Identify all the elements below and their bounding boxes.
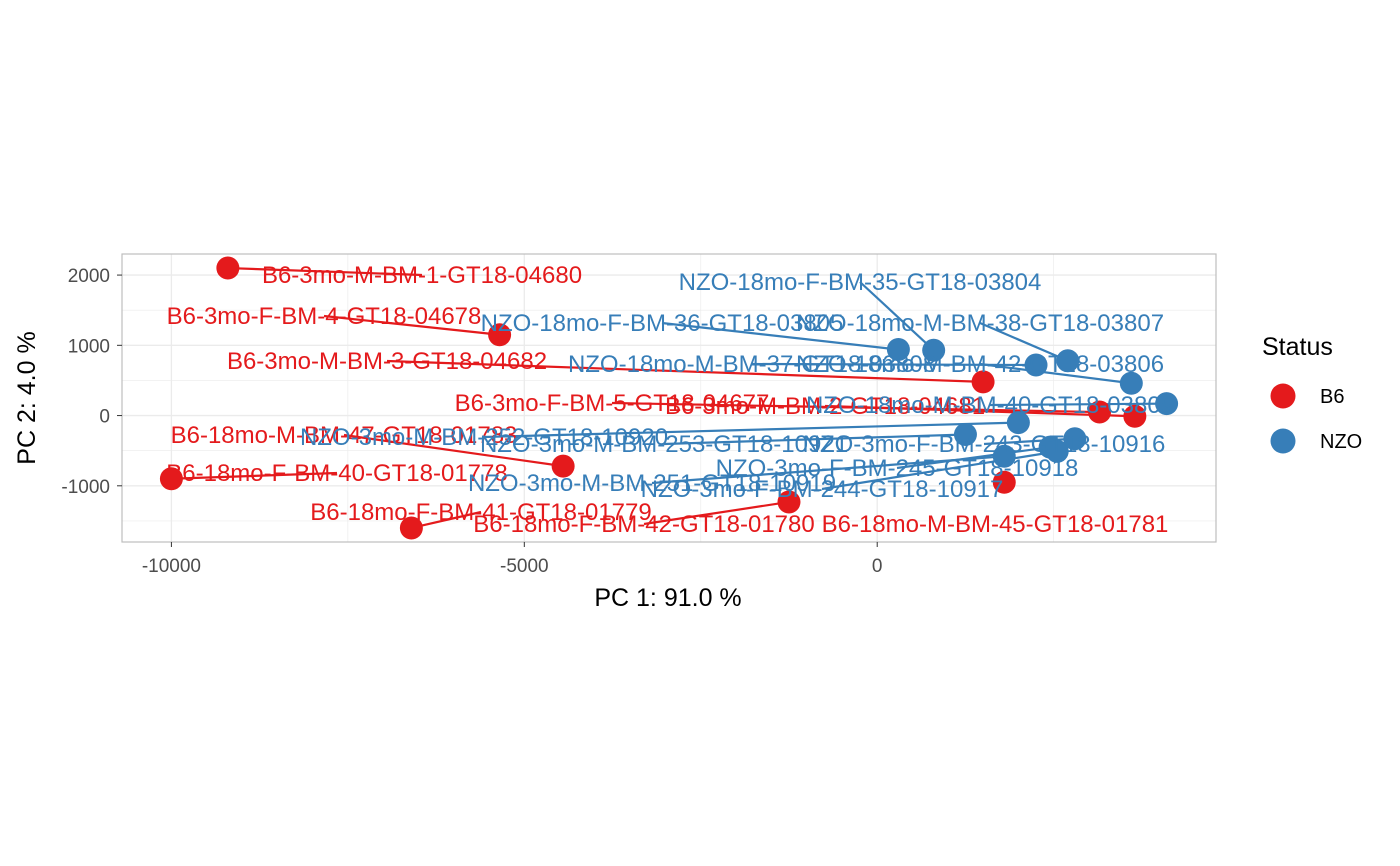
- legend-label-b6: B6: [1320, 386, 1344, 408]
- y-tick-label: 2000: [68, 266, 110, 287]
- y-tick-label: 0: [99, 407, 110, 428]
- data-points: [159, 256, 1179, 540]
- point-label: NZO-18mo-M-BM-42-GT18-03806: [796, 351, 1164, 378]
- point-label: NZO-3mo-F-BM-245-GT18-10918: [716, 455, 1079, 482]
- label-connector-line: [661, 321, 899, 351]
- data-point-nzo: [992, 444, 1016, 468]
- point-label: NZO-18mo-F-BM-35-GT18-03804: [679, 269, 1042, 296]
- data-point-nzo: [886, 338, 910, 362]
- data-point-b6: [488, 323, 512, 347]
- data-point-b6: [159, 467, 183, 491]
- label-connector-line: [643, 500, 790, 526]
- y-axis-title: PC 2: 4.0 %: [13, 331, 41, 464]
- point-label: NZO-18mo-M-BM-37-GT18-03808: [568, 351, 936, 378]
- point-label: NZO-18mo-F-BM-36-GT18-03805: [481, 310, 844, 337]
- label-connector-line: [411, 510, 482, 530]
- legend-key-b6: [1270, 383, 1296, 409]
- label-connectors: [171, 266, 1167, 530]
- point-label: B6-3mo-M-BM-2-GT18-04681: [665, 393, 985, 420]
- label-connector-line: [651, 455, 1005, 485]
- label-connector-line: [171, 471, 338, 480]
- data-point-b6: [777, 490, 801, 514]
- label-connector-line: [386, 359, 984, 383]
- data-point-nzo: [1056, 349, 1080, 373]
- x-axis-title: PC 1: 91.0 %: [594, 584, 741, 612]
- point-labels: B6-3mo-M-BM-1-GT18-04680 B6-3mo-F-BM-4-GT…: [166, 262, 1174, 538]
- legend-title: Status: [1262, 333, 1333, 361]
- point-label: B6-3mo-F-BM-4-GT18-04678: [167, 303, 482, 330]
- label-connector-line: [824, 404, 1135, 418]
- point-label: B6-3mo-M-BM-1-GT18-04680: [262, 262, 582, 289]
- legend-label-nzo: NZO: [1320, 431, 1362, 453]
- point-label: B6-3mo-M-BM-3-GT18-04682: [227, 348, 547, 375]
- data-point-nzo: [1045, 439, 1069, 463]
- data-point-nzo: [1006, 411, 1030, 435]
- label-connector-line: [663, 433, 966, 446]
- data-point-nzo: [1155, 392, 1179, 416]
- point-label: B6-18mo-F-BM-40-GT18-01778: [166, 460, 507, 487]
- point-label: NZO-18mo-M-BM-38-GT18-03807: [796, 310, 1164, 337]
- label-connector-line: [323, 314, 500, 336]
- y-tick-label: -1000: [61, 477, 110, 498]
- point-label: NZO-3mo-M-BM-252-GT18-10920: [300, 424, 668, 451]
- label-connector-line: [979, 362, 1132, 385]
- y-tick-label: 1000: [68, 336, 110, 357]
- point-label: NZO-3mo-M-BM-251-GT18-10919: [468, 470, 836, 497]
- point-label: B6-18mo-M-BM-45-GT18-01781: [822, 511, 1169, 538]
- point-label: NZO-3mo-F-BM-243-GT18-10916: [803, 431, 1166, 458]
- panel-border: [121, 253, 1217, 543]
- data-point-nzo: [1063, 427, 1087, 451]
- legend: Status B6 NZO: [1262, 333, 1362, 454]
- data-point-b6: [1123, 404, 1147, 428]
- point-label: B6-18mo-F-BM-42-GT18-01780: [473, 511, 814, 538]
- data-point-b6: [399, 516, 423, 540]
- x-tick-label: 0: [872, 556, 883, 577]
- x-axis-ticks: -10000 -5000 0: [142, 542, 883, 577]
- x-tick-label: -5000: [500, 556, 549, 577]
- legend-key-nzo: [1270, 428, 1296, 454]
- point-label: B6-18mo-F-BM-41-GT18-01779: [310, 499, 651, 526]
- data-point-nzo: [953, 423, 977, 447]
- point-label: NZO-3mo-M-BM-253-GT18-10921: [480, 431, 848, 458]
- data-point-nzo: [922, 338, 946, 362]
- point-label: B6-18mo-M-BM-47-GT18-01783: [171, 422, 518, 449]
- point-label: NZO-18mo-M-BM-40-GT18-03809: [806, 392, 1174, 419]
- label-connector-line: [821, 450, 1058, 491]
- data-point-b6: [216, 256, 240, 280]
- label-connector-line: [989, 402, 1167, 407]
- label-connector-line: [859, 281, 935, 352]
- data-point-b6: [1088, 400, 1112, 424]
- panel-grid: [122, 254, 1216, 542]
- x-tick-label: -10000: [142, 556, 201, 577]
- label-connector-line: [483, 421, 1019, 439]
- label-connector-line: [979, 321, 1069, 362]
- label-connector-line: [227, 266, 423, 277]
- data-point-b6: [971, 370, 995, 394]
- y-axis-ticks: 2000 1000 0 -1000: [61, 266, 122, 498]
- data-point-nzo: [1119, 371, 1143, 395]
- label-connector-line: [343, 433, 564, 468]
- point-label: B6-3mo-F-BM-5-GT18-04677: [455, 390, 770, 417]
- data-point-b6: [992, 470, 1016, 494]
- data-point-b6: [551, 454, 575, 478]
- data-point-nzo: [1024, 353, 1048, 377]
- label-connector-line: [983, 437, 1075, 446]
- point-label: NZO-3mo-F-BM-244-GT18-10917: [641, 476, 1004, 503]
